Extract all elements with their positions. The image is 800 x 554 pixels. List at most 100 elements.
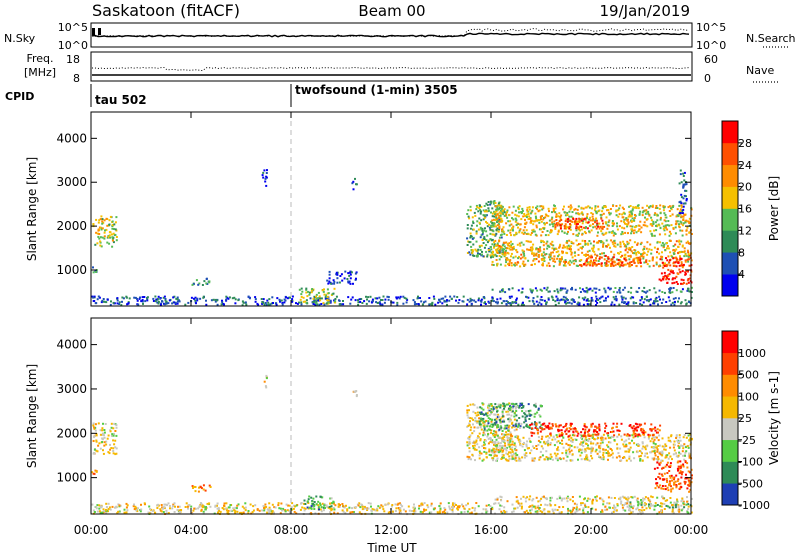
heatmap-cell [669, 439, 671, 442]
heatmap-cell [482, 242, 485, 244]
heatmap-cell [475, 414, 478, 417]
heatmap-cell [546, 435, 549, 438]
heatmap-cell [160, 510, 163, 513]
heatmap-cell [610, 239, 613, 242]
heatmap-cell [607, 436, 610, 439]
heatmap-cells [91, 374, 693, 516]
heatmap-cell [650, 252, 653, 255]
heatmap-cell [112, 450, 115, 452]
heatmap-cell [491, 508, 494, 511]
heatmap-cell [677, 454, 680, 457]
heatmap-cell [526, 440, 529, 443]
heatmap-cell [351, 511, 354, 513]
heatmap-cell [681, 244, 684, 247]
heatmap-cell [469, 236, 472, 239]
heatmap-cell [523, 441, 525, 444]
heatmap-cell [569, 434, 572, 437]
y-tick-label: 3000 [56, 175, 87, 189]
heatmap-cell [505, 303, 508, 305]
heatmap-cell [548, 502, 551, 505]
heatmap-cell [596, 427, 599, 429]
heatmap-cell [624, 297, 627, 300]
heatmap-cell [532, 297, 535, 299]
heatmap-cell [326, 301, 329, 304]
heatmap-cell [548, 245, 551, 248]
heatmap-cell [111, 505, 114, 508]
heatmap-cell [206, 502, 209, 505]
heatmap-cell [633, 217, 636, 219]
heatmap-cell [611, 426, 614, 429]
heatmap-cell [289, 296, 291, 299]
heatmap-cell [632, 505, 635, 508]
heatmap-cell [527, 403, 530, 406]
heatmap-cell [221, 301, 224, 304]
heatmap-cell [471, 249, 474, 251]
heatmap-cell [679, 173, 682, 176]
heatmap-cell [667, 457, 670, 460]
heatmap-cell [535, 258, 538, 260]
heatmap-cell [666, 224, 669, 227]
heatmap-cell [539, 288, 542, 291]
heatmap-cell [641, 506, 644, 509]
heatmap-cell [609, 246, 611, 249]
heatmap-cell [665, 276, 668, 279]
heatmap-cell [602, 451, 605, 454]
heatmap-cell [570, 253, 573, 256]
heatmap-cell [507, 418, 510, 421]
heatmap-cell [478, 450, 481, 453]
heatmap-cell [491, 404, 493, 407]
heatmap-cell [500, 510, 503, 513]
heatmap-cell [103, 436, 106, 439]
heatmap-cell [445, 300, 448, 303]
heatmap-cell [98, 219, 101, 222]
heatmap-cell [601, 509, 604, 512]
heatmap-cell [632, 232, 635, 235]
heatmap-cell [600, 217, 603, 220]
heatmap-cell [629, 225, 632, 228]
heatmap-cell [399, 511, 402, 514]
heatmap-cell [625, 434, 628, 437]
heatmap-cell [659, 241, 661, 244]
heatmap-cell [492, 459, 495, 462]
heatmap-cell [519, 459, 522, 462]
heatmap-cell [466, 224, 469, 226]
heatmap-cell [500, 428, 503, 430]
heatmap-cell [629, 509, 632, 512]
heatmap-cell [497, 437, 500, 439]
heatmap-cell [521, 291, 524, 294]
heatmap-cell [506, 242, 509, 245]
heatmap-cell [524, 416, 527, 419]
heatmap-cell [486, 204, 489, 206]
heatmap-cell [569, 207, 572, 209]
heatmap-cell [651, 234, 654, 237]
heatmap-cell [492, 423, 494, 426]
heatmap-cell [483, 238, 486, 240]
heatmap-cell [305, 299, 308, 302]
heatmap-cell [668, 299, 671, 302]
heatmap-cell [548, 436, 551, 439]
heatmap-cell [670, 303, 673, 306]
heatmap-cell [611, 258, 614, 261]
heatmap-cell [686, 258, 689, 261]
heatmap-cell [200, 509, 203, 512]
heatmap-cell [475, 448, 478, 451]
heatmap-cell [268, 510, 271, 513]
heatmap-cell [420, 502, 423, 505]
heatmap-cell [216, 303, 219, 306]
heatmap-cell [501, 252, 504, 255]
heatmap-cell [617, 252, 619, 255]
heatmap-cell [499, 422, 502, 425]
heatmap-cell [486, 414, 489, 417]
heatmap-cell [114, 234, 117, 236]
heatmap-cell [551, 257, 554, 260]
heatmap-cell [612, 510, 615, 513]
heatmap-cell [514, 209, 517, 212]
heatmap-cell [467, 424, 470, 427]
heatmap-cell [610, 431, 613, 433]
heatmap-cell [472, 254, 474, 257]
heatmap-cell [685, 269, 688, 272]
heatmap-cell [225, 298, 228, 301]
heatmap-cell [547, 244, 550, 247]
heatmap-cell [507, 403, 510, 406]
heatmap-cell [652, 440, 655, 443]
